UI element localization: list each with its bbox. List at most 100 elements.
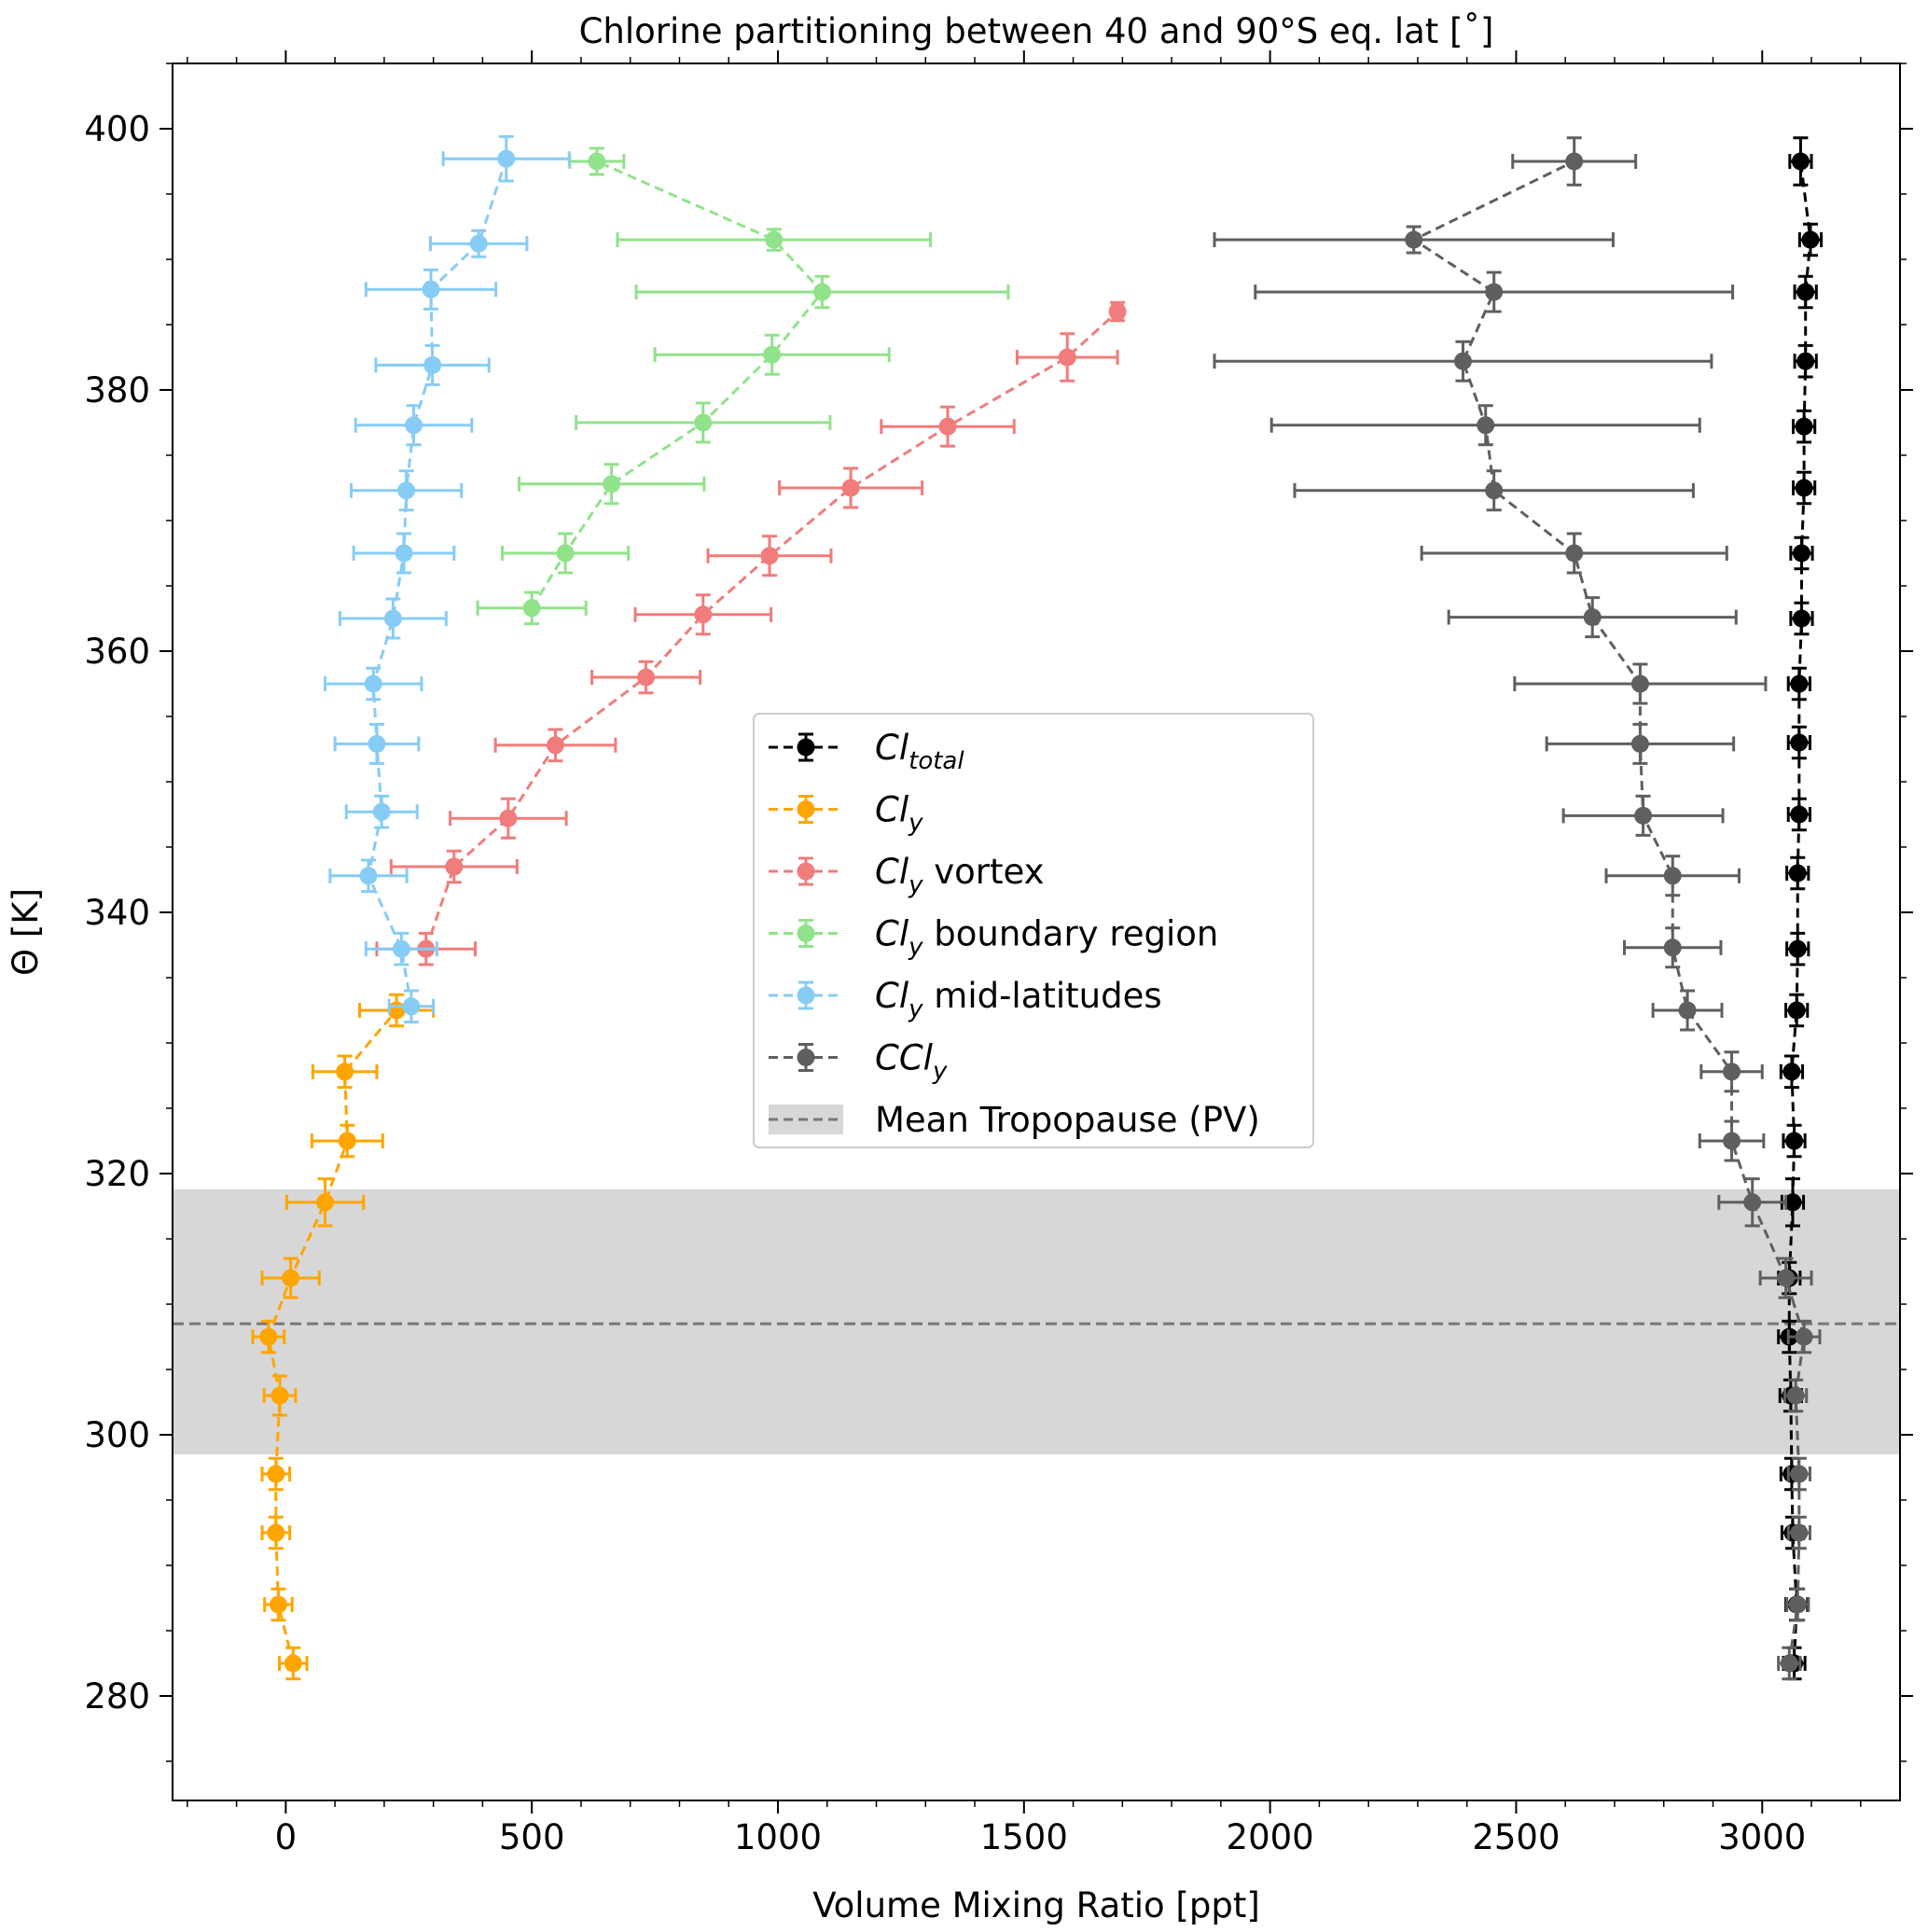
x-tick-label: 3000 (1718, 1817, 1806, 1857)
data-point (1788, 864, 1807, 883)
y-axis-label: Θ [K] (6, 888, 46, 976)
data-point (1453, 352, 1472, 370)
y-tick-label: 400 (84, 109, 150, 149)
legend-entry: Cly (769, 790, 923, 838)
y-tick-label: 280 (84, 1676, 150, 1717)
x-tick-label: 2500 (1472, 1817, 1560, 1857)
series-line (424, 310, 1119, 950)
series-4 (324, 134, 571, 1024)
data-point (1630, 734, 1649, 753)
data-point (1565, 544, 1584, 563)
x-tick-label: 2000 (1227, 1817, 1314, 1857)
data-point (1663, 867, 1682, 885)
y-tick-label: 360 (84, 632, 150, 672)
data-point (637, 668, 656, 687)
data-point (1790, 733, 1809, 752)
x-axis-label: Volume Mixing Ratio [ppt] (812, 1885, 1260, 1925)
x-tick-label: 500 (499, 1817, 565, 1857)
y-tick-label: 320 (84, 1154, 150, 1194)
legend-swatch-marker (797, 738, 815, 757)
data-point (1792, 544, 1810, 563)
data-point (1795, 1327, 1813, 1346)
y-tick-label: 340 (84, 893, 150, 933)
legend-label-subscript: y (908, 934, 923, 962)
data-point (402, 997, 421, 1016)
tick-layer: 0 500 1000 1500 2000 2500 3000 280 300 320 340 360 3… (84, 50, 1913, 1857)
legend-label-suffix: mid-latitudes (923, 976, 1162, 1016)
legend-entry: Cly boundary region (769, 914, 1218, 962)
data-point (368, 734, 386, 753)
legend-label: Cly (875, 790, 923, 838)
data-point (763, 345, 782, 364)
data-point (1777, 1269, 1796, 1287)
data-point (338, 1132, 356, 1150)
tropopause-band (173, 1188, 1900, 1454)
legend-label-suffix: vortex (923, 852, 1045, 892)
data-point (1790, 805, 1809, 824)
data-point (1790, 1465, 1809, 1483)
legend-entry: Cly vortex (769, 852, 1045, 899)
plot-frame (172, 63, 1901, 1801)
data-point (1723, 1063, 1741, 1081)
data-point (522, 599, 541, 618)
legend-label-subscript: y (908, 871, 923, 899)
data-point (1405, 230, 1423, 249)
data-point (395, 544, 413, 563)
series-1 (251, 993, 436, 1681)
data-point (547, 736, 565, 755)
legend-entry-tropopause: Mean Tropopause (PV) (769, 1100, 1260, 1140)
data-point (1485, 481, 1504, 500)
data-point (336, 1063, 354, 1081)
legend-label-name: CCl (875, 1038, 934, 1078)
data-point (694, 413, 713, 432)
x-tick-label: 1000 (734, 1817, 822, 1857)
data-point (423, 355, 442, 374)
data-point (1663, 938, 1682, 957)
series-line (530, 160, 825, 609)
legend-label: Cltotal (875, 728, 964, 775)
data-point (1790, 1523, 1809, 1542)
data-point (497, 149, 516, 168)
series-2 (375, 300, 1127, 966)
data-point (372, 802, 391, 821)
data-point (1477, 416, 1495, 435)
x-tick-label: 1500 (980, 1817, 1068, 1857)
data-point (364, 674, 382, 693)
legend-label-name: Cl (875, 914, 909, 954)
series-3 (476, 146, 1010, 626)
data-point (1485, 283, 1504, 301)
chart-title: Chlorine partitioning between 40 and 90°… (579, 11, 1494, 51)
data-point (1583, 608, 1602, 627)
data-point (1796, 352, 1815, 370)
legend-swatch-marker (797, 986, 815, 1005)
legend-label: Cly vortex (875, 852, 1045, 899)
data-point (405, 416, 423, 435)
tropopause-layer (173, 1188, 1900, 1454)
data-point (469, 234, 488, 253)
legend-swatch-marker (797, 800, 815, 818)
data-point (556, 544, 575, 563)
data-point (1788, 939, 1807, 958)
data-point (397, 481, 416, 500)
data-point (1790, 674, 1809, 693)
data-point (1780, 1654, 1798, 1673)
data-point (259, 1327, 278, 1346)
data-point (588, 152, 606, 171)
data-point (1634, 806, 1653, 825)
series-0 (1777, 136, 1824, 1681)
legend-label-name: Cl (875, 976, 909, 1016)
data-point (499, 809, 518, 827)
data-point (812, 283, 831, 301)
data-point (1791, 152, 1810, 171)
data-point (1782, 1063, 1801, 1081)
data-point (383, 609, 402, 628)
data-point (1743, 1193, 1762, 1212)
data-point (269, 1595, 287, 1614)
data-point (1785, 1132, 1804, 1150)
data-point (1788, 1595, 1807, 1614)
y-tick-label: 380 (84, 370, 150, 410)
data-point (422, 280, 440, 299)
data-point (359, 867, 378, 885)
legend-label-name: Cl (875, 728, 909, 768)
